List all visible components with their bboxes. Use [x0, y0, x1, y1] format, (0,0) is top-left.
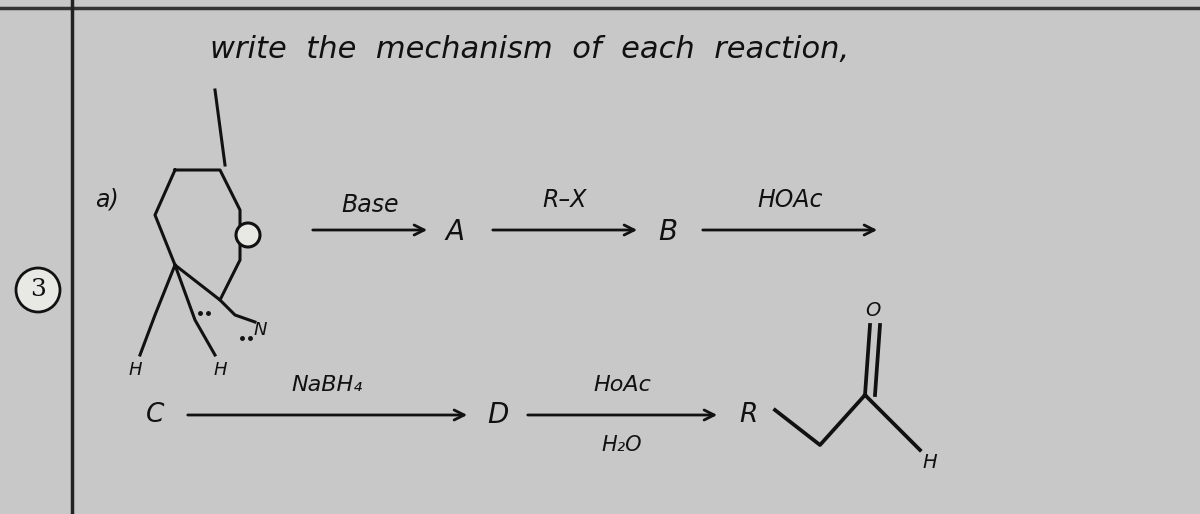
Text: R: R: [739, 402, 757, 428]
Text: a): a): [95, 188, 119, 212]
Text: D: D: [487, 401, 509, 429]
Text: Base: Base: [341, 193, 398, 217]
Circle shape: [236, 223, 260, 247]
Text: H: H: [923, 453, 937, 472]
Text: NaBH₄: NaBH₄: [292, 375, 362, 395]
Text: C: C: [146, 402, 164, 428]
Text: 3: 3: [30, 279, 46, 302]
Text: H: H: [128, 361, 142, 379]
Text: N: N: [253, 321, 266, 339]
Text: R–X: R–X: [542, 188, 587, 212]
Text: HoAc: HoAc: [593, 375, 650, 395]
Text: B: B: [659, 218, 678, 246]
Text: H₂O: H₂O: [601, 435, 642, 455]
Text: O: O: [865, 301, 881, 320]
Circle shape: [16, 268, 60, 312]
Text: H: H: [214, 361, 227, 379]
Text: A: A: [445, 218, 464, 246]
Text: write  the  mechanism  of  each  reaction,: write the mechanism of each reaction,: [210, 35, 850, 64]
Text: HOAc: HOAc: [757, 188, 823, 212]
